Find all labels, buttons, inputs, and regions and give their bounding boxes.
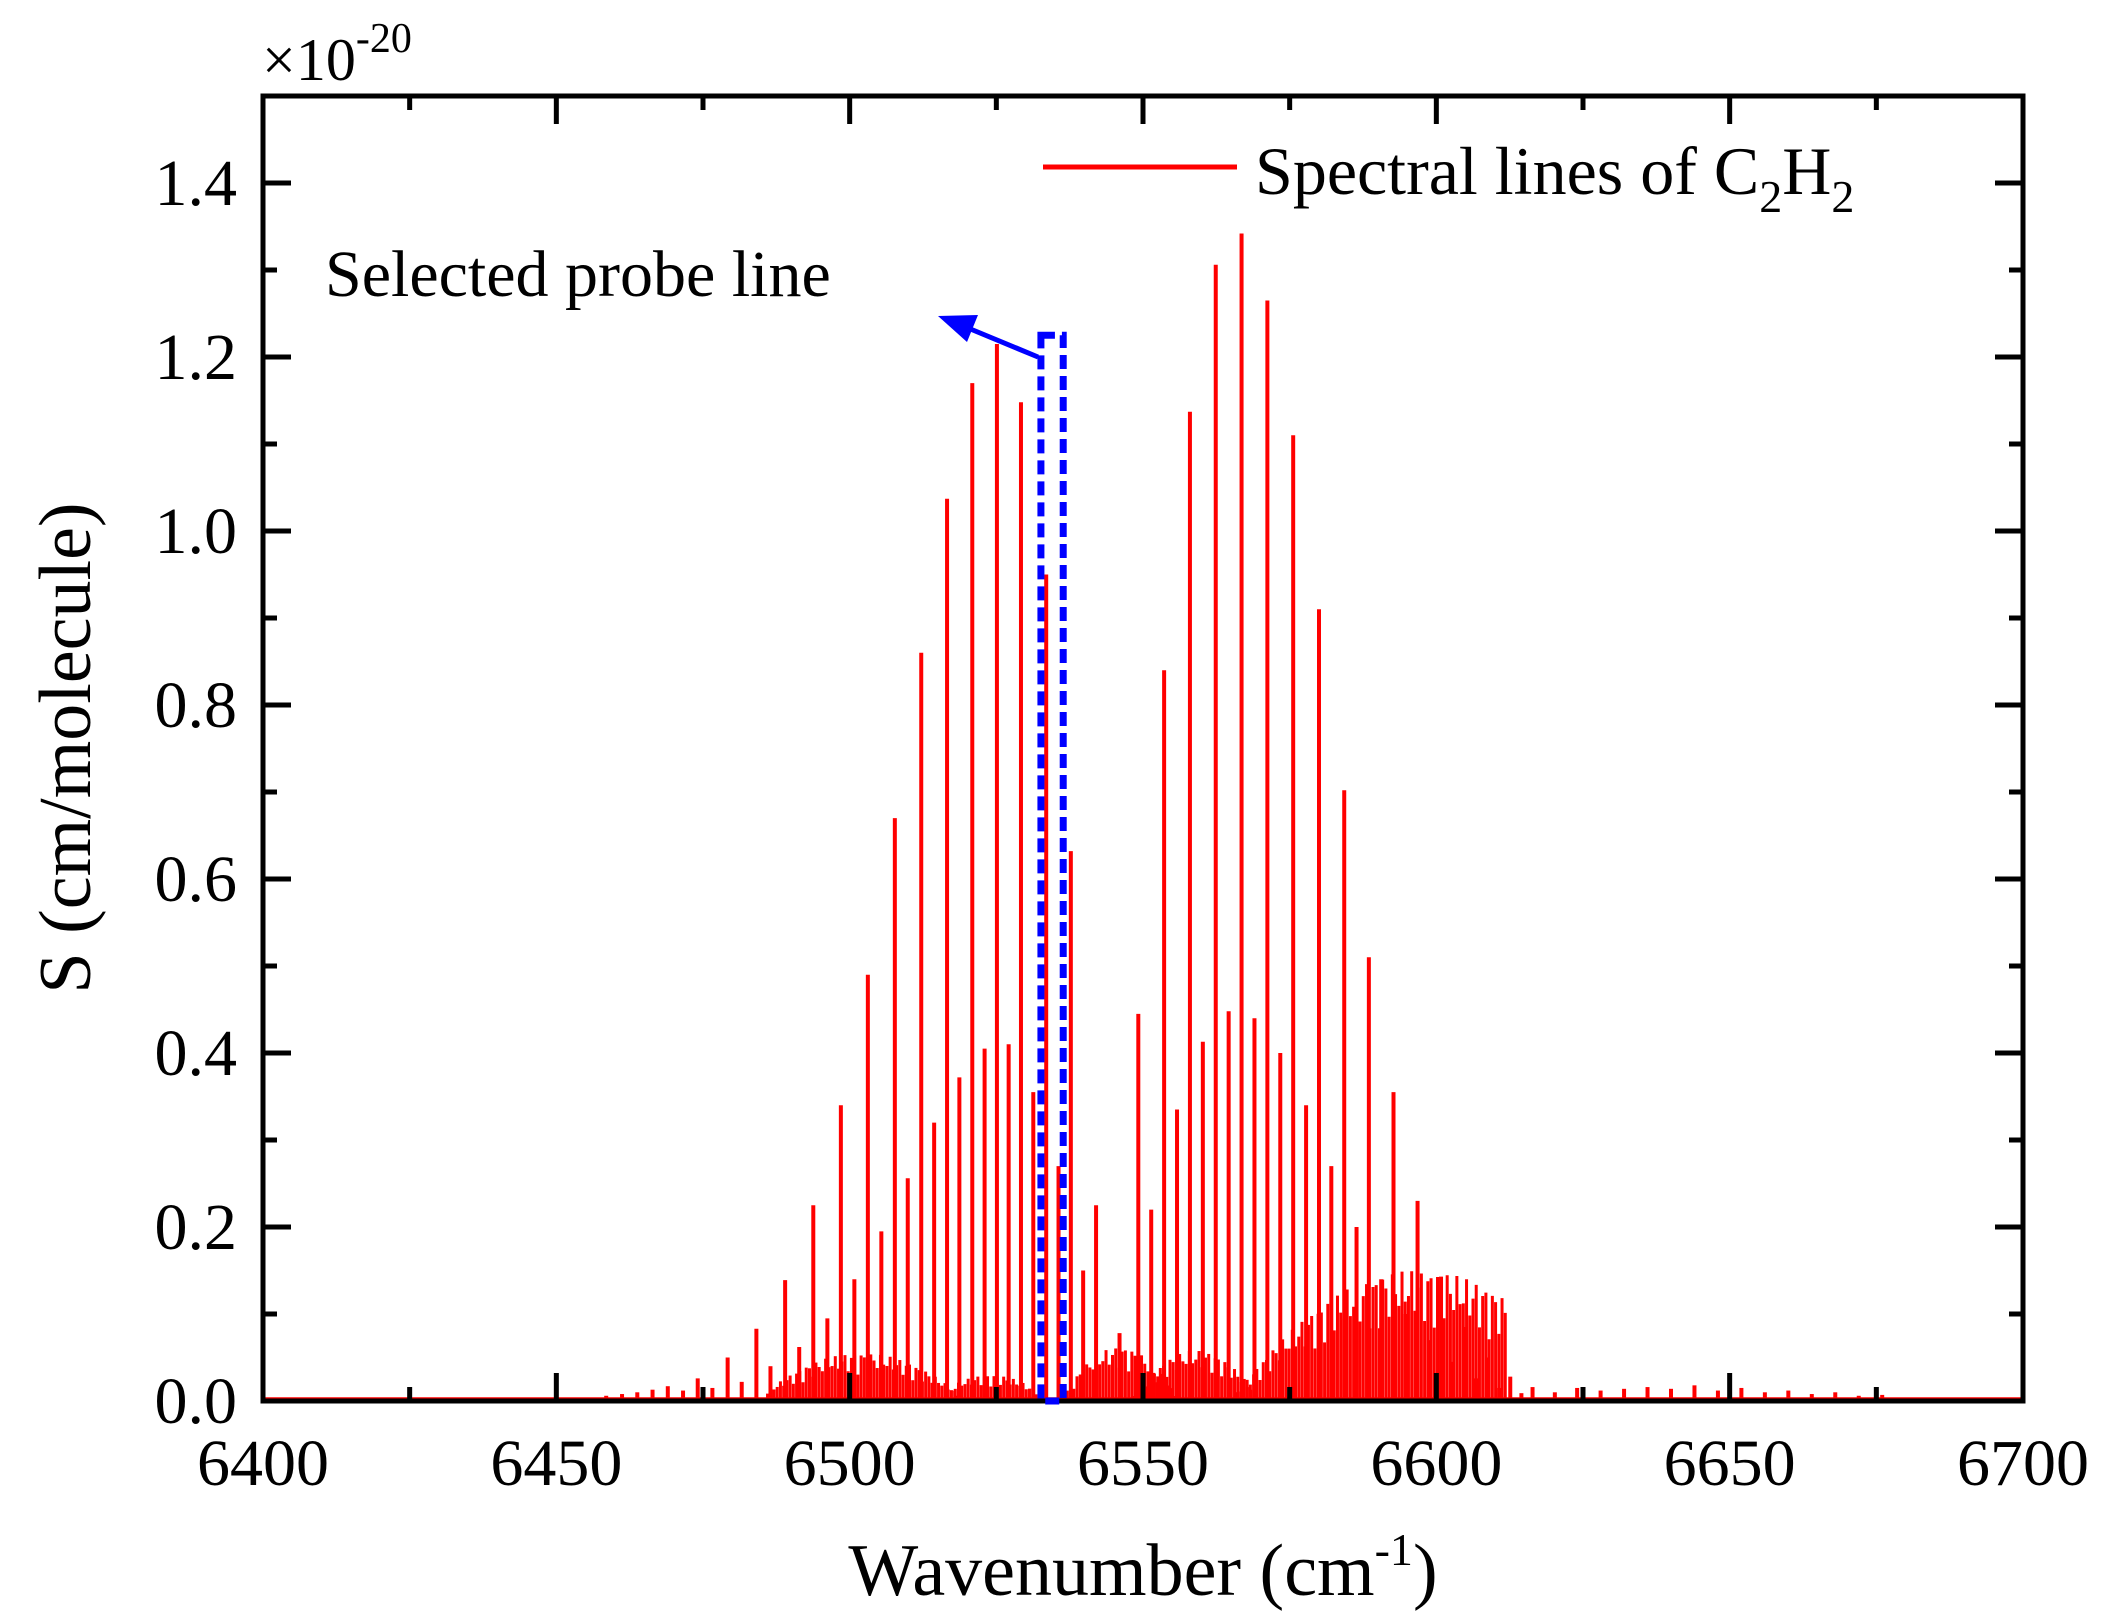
x-tick-label: 6500 xyxy=(784,1427,916,1500)
y-tick-label: 0.6 xyxy=(155,843,238,916)
x-tick-label: 6450 xyxy=(490,1427,622,1500)
x-tick-label: 6550 xyxy=(1077,1427,1209,1500)
x-tick-label: 6650 xyxy=(1664,1427,1796,1500)
y-multiplier: ×10-20 xyxy=(262,16,412,93)
y-tick-label: 0.2 xyxy=(155,1191,238,1264)
axis-ticks: 6400 6450 6500 6550 6600 6650 6700 0.0 0.2 0.4 0.6… xyxy=(155,96,2089,1500)
x-tick-label: 6600 xyxy=(1370,1427,1502,1500)
probe-label: Selected probe line xyxy=(325,238,831,311)
legend-label: Spectral lines of C2H2 xyxy=(1255,133,1854,222)
y-tick-label: 0.4 xyxy=(155,1017,238,1090)
probe-annotation: Selected probe line xyxy=(325,238,1067,1405)
y-tick-label: 0.0 xyxy=(155,1365,238,1438)
x-tick-label: 6400 xyxy=(197,1427,329,1500)
legend: Spectral lines of C2H2 xyxy=(1043,133,1854,222)
y-axis-title: S (cm/molecule) xyxy=(25,502,107,993)
x-tick-label: 6700 xyxy=(1957,1427,2089,1500)
y-tick-label: 1.2 xyxy=(155,321,238,394)
probe-arrowhead xyxy=(938,315,978,342)
probe-arrow xyxy=(967,325,1039,360)
probe-line-box xyxy=(1037,331,1067,1405)
y-tick-label: 1.0 xyxy=(155,495,238,568)
y-tick-label: 1.4 xyxy=(155,147,238,220)
spectral-lines xyxy=(604,233,1908,1401)
x-axis-title: Wavenumber (cm-1) xyxy=(848,1524,1437,1612)
y-tick-label: 0.8 xyxy=(155,669,238,742)
